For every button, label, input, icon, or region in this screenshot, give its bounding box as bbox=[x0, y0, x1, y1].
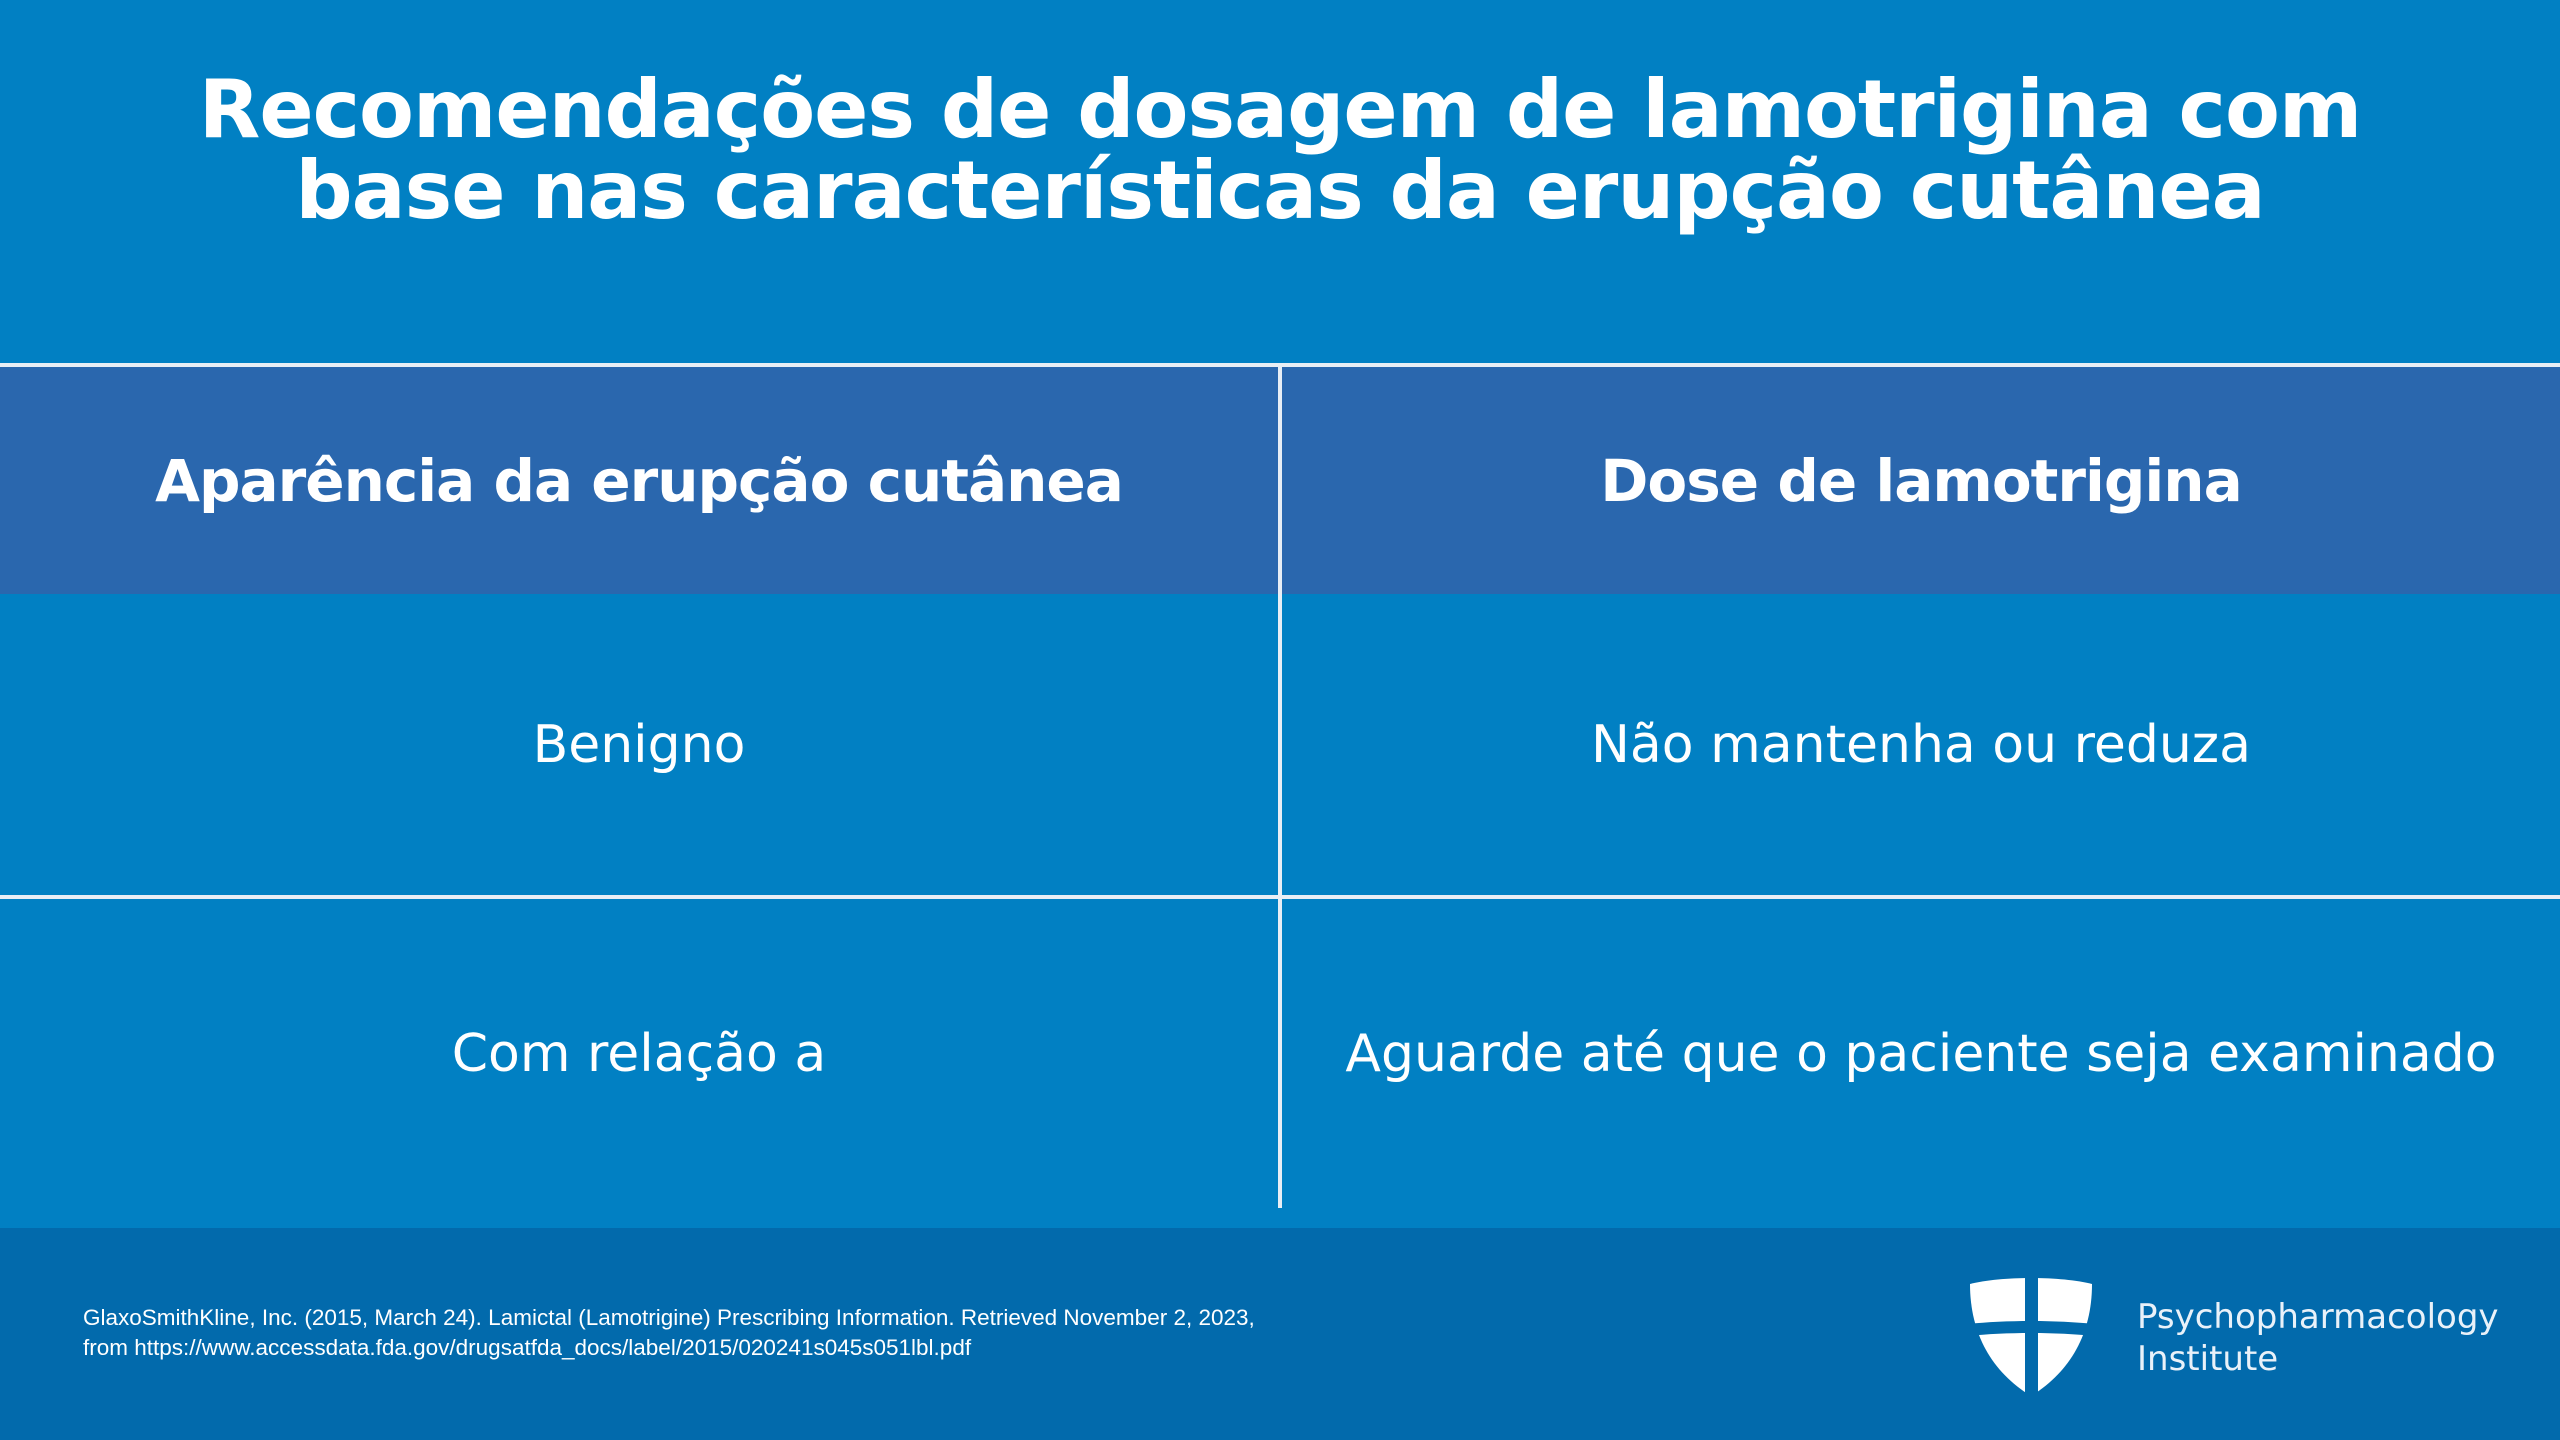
column-divider bbox=[1278, 367, 1282, 1208]
table-top-rule bbox=[0, 363, 2560, 367]
dosage-table: Aparência da erupção cutânea Dose de lam… bbox=[0, 363, 2560, 1208]
column-header-rash-appearance: Aparência da erupção cutânea bbox=[155, 446, 1124, 515]
title-line-2: base nas características da erupção cutâ… bbox=[295, 144, 2265, 237]
citation-line-1: GlaxoSmithKline, Inc. (2015, March 24). … bbox=[83, 1305, 1255, 1330]
table-cell-row1-appearance: Benigno bbox=[532, 714, 746, 775]
brand-line-1: Psychopharmacology bbox=[2137, 1297, 2499, 1337]
citation: GlaxoSmithKline, Inc. (2015, March 24). … bbox=[83, 1303, 1483, 1363]
table-cell-row1-dose: Não mantenha ou reduza bbox=[1591, 714, 2251, 775]
citation-line-2: from https://www.accessdata.fda.gov/drug… bbox=[83, 1335, 972, 1360]
title-line-1: Recomendações de dosagem de lamotrigina … bbox=[198, 63, 2363, 156]
brand-line-2: Institute bbox=[2137, 1339, 2279, 1379]
footer: GlaxoSmithKline, Inc. (2015, March 24). … bbox=[0, 1228, 2560, 1440]
brand-name: Psychopharmacology Institute bbox=[2137, 1296, 2499, 1380]
table-cell-row2-appearance: Com relação a bbox=[451, 1023, 827, 1084]
column-header-lamotrigine-dose: Dose de lamotrigina bbox=[1600, 446, 2242, 515]
table-cell-row2-dose: Aguarde até que o paciente seja examinad… bbox=[1345, 1023, 2497, 1084]
shield-cross-icon bbox=[1968, 1276, 2094, 1398]
page-title: Recomendações de dosagem de lamotrigina … bbox=[0, 70, 2560, 231]
